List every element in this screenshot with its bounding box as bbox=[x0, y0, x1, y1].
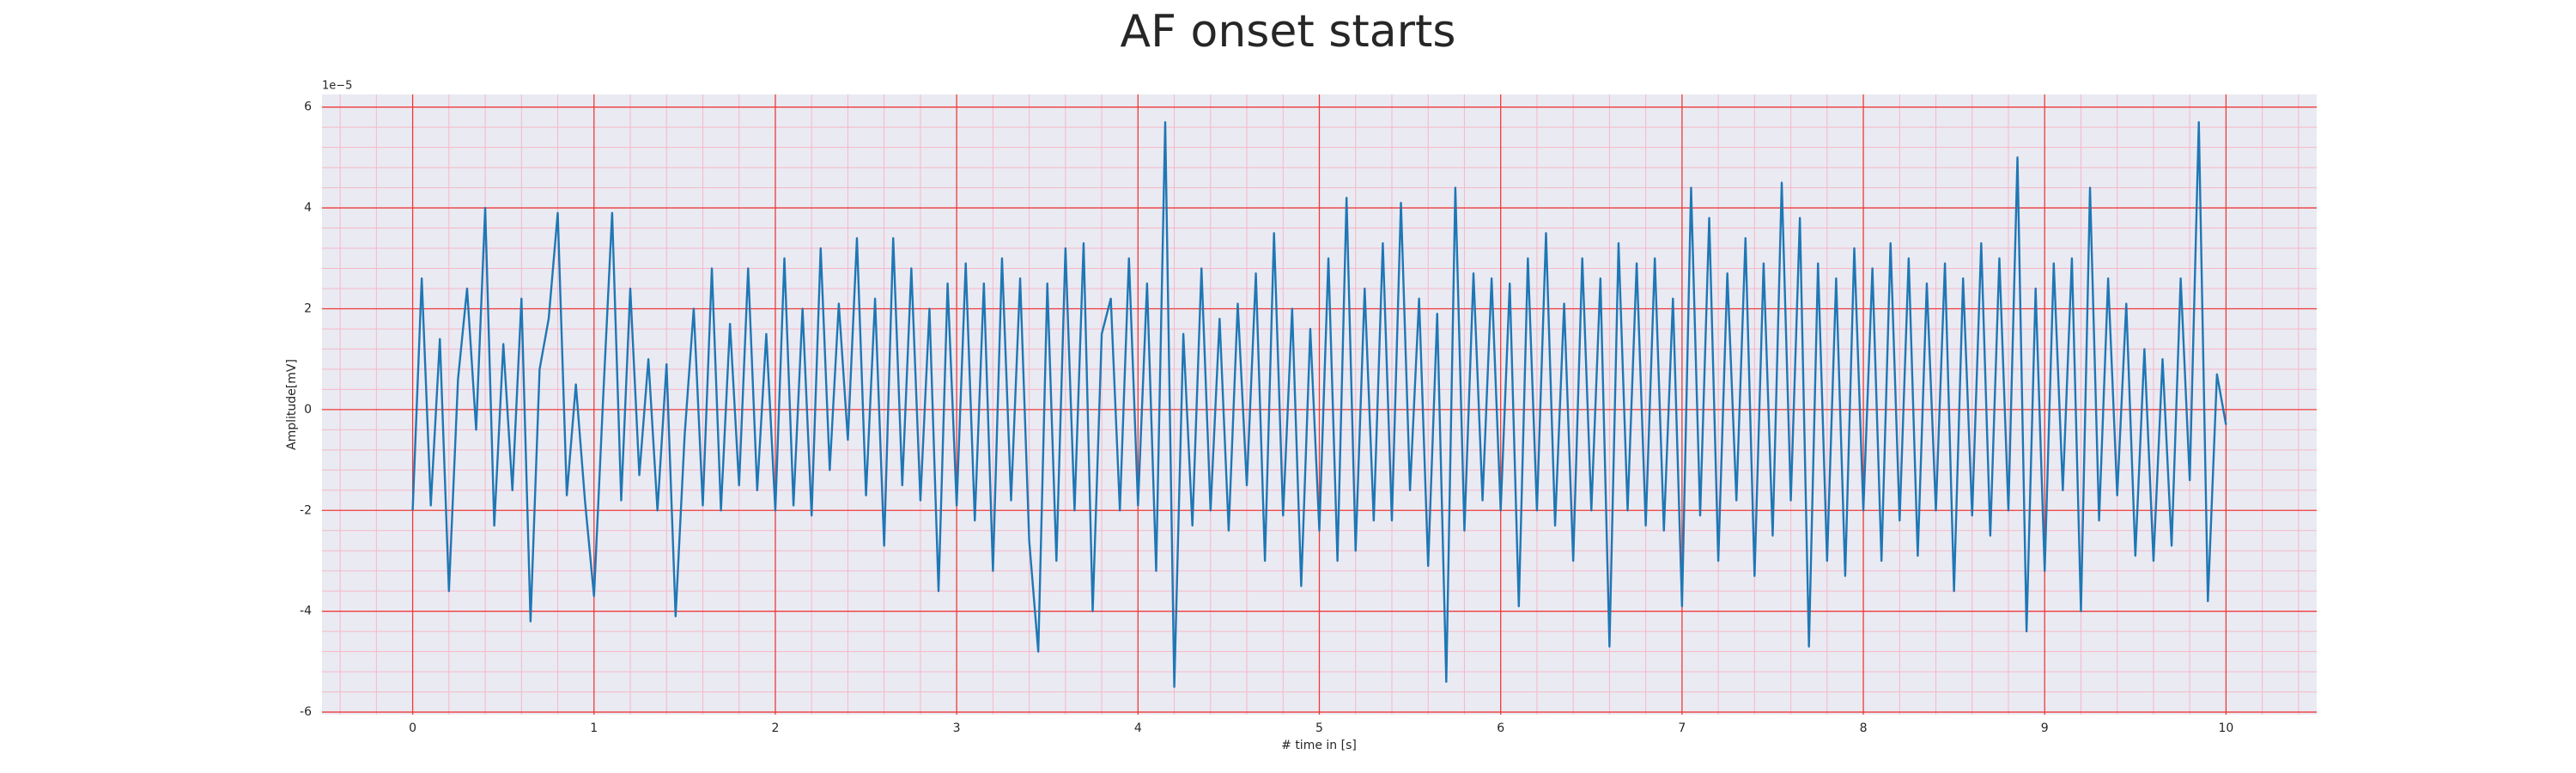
major-grid bbox=[322, 94, 2317, 715]
y-tick-label: 4 bbox=[304, 201, 312, 215]
x-tick-label: 8 bbox=[1860, 721, 1868, 735]
chart-title: AF onset starts bbox=[1121, 6, 1456, 58]
y-tick-label: -6 bbox=[300, 705, 312, 719]
y-tick-label: 0 bbox=[304, 403, 312, 417]
signal-line bbox=[411, 121, 2227, 688]
x-tick-label: 7 bbox=[1678, 721, 1686, 735]
x-axis-label: # time in [s] bbox=[1281, 739, 1357, 752]
series bbox=[411, 121, 2227, 688]
x-tick-label: 0 bbox=[409, 721, 416, 735]
y-offset-label: 1e−5 bbox=[322, 80, 352, 93]
x-tick-label: 10 bbox=[2218, 721, 2233, 735]
x-tick-label: 3 bbox=[953, 721, 961, 735]
y-tick-label: -2 bbox=[300, 503, 312, 517]
y-tick-label: -4 bbox=[300, 605, 312, 618]
x-tick-label: 6 bbox=[1497, 721, 1504, 735]
x-tick-label: 2 bbox=[771, 721, 779, 735]
y-tick-label: 6 bbox=[304, 100, 312, 114]
x-tick-label: 9 bbox=[2041, 721, 2049, 735]
tick-labels: 0 1 2 3 4 5 6 7 8 9 10 -6 -4 -2 0 2 4 6 bbox=[300, 100, 2233, 735]
x-tick-label: 4 bbox=[1134, 721, 1142, 735]
x-tick-label: 5 bbox=[1315, 721, 1323, 735]
y-tick-label: 2 bbox=[304, 301, 312, 315]
y-axis-label: Amplitude[mV] bbox=[285, 359, 299, 450]
x-tick-label: 1 bbox=[590, 721, 598, 735]
